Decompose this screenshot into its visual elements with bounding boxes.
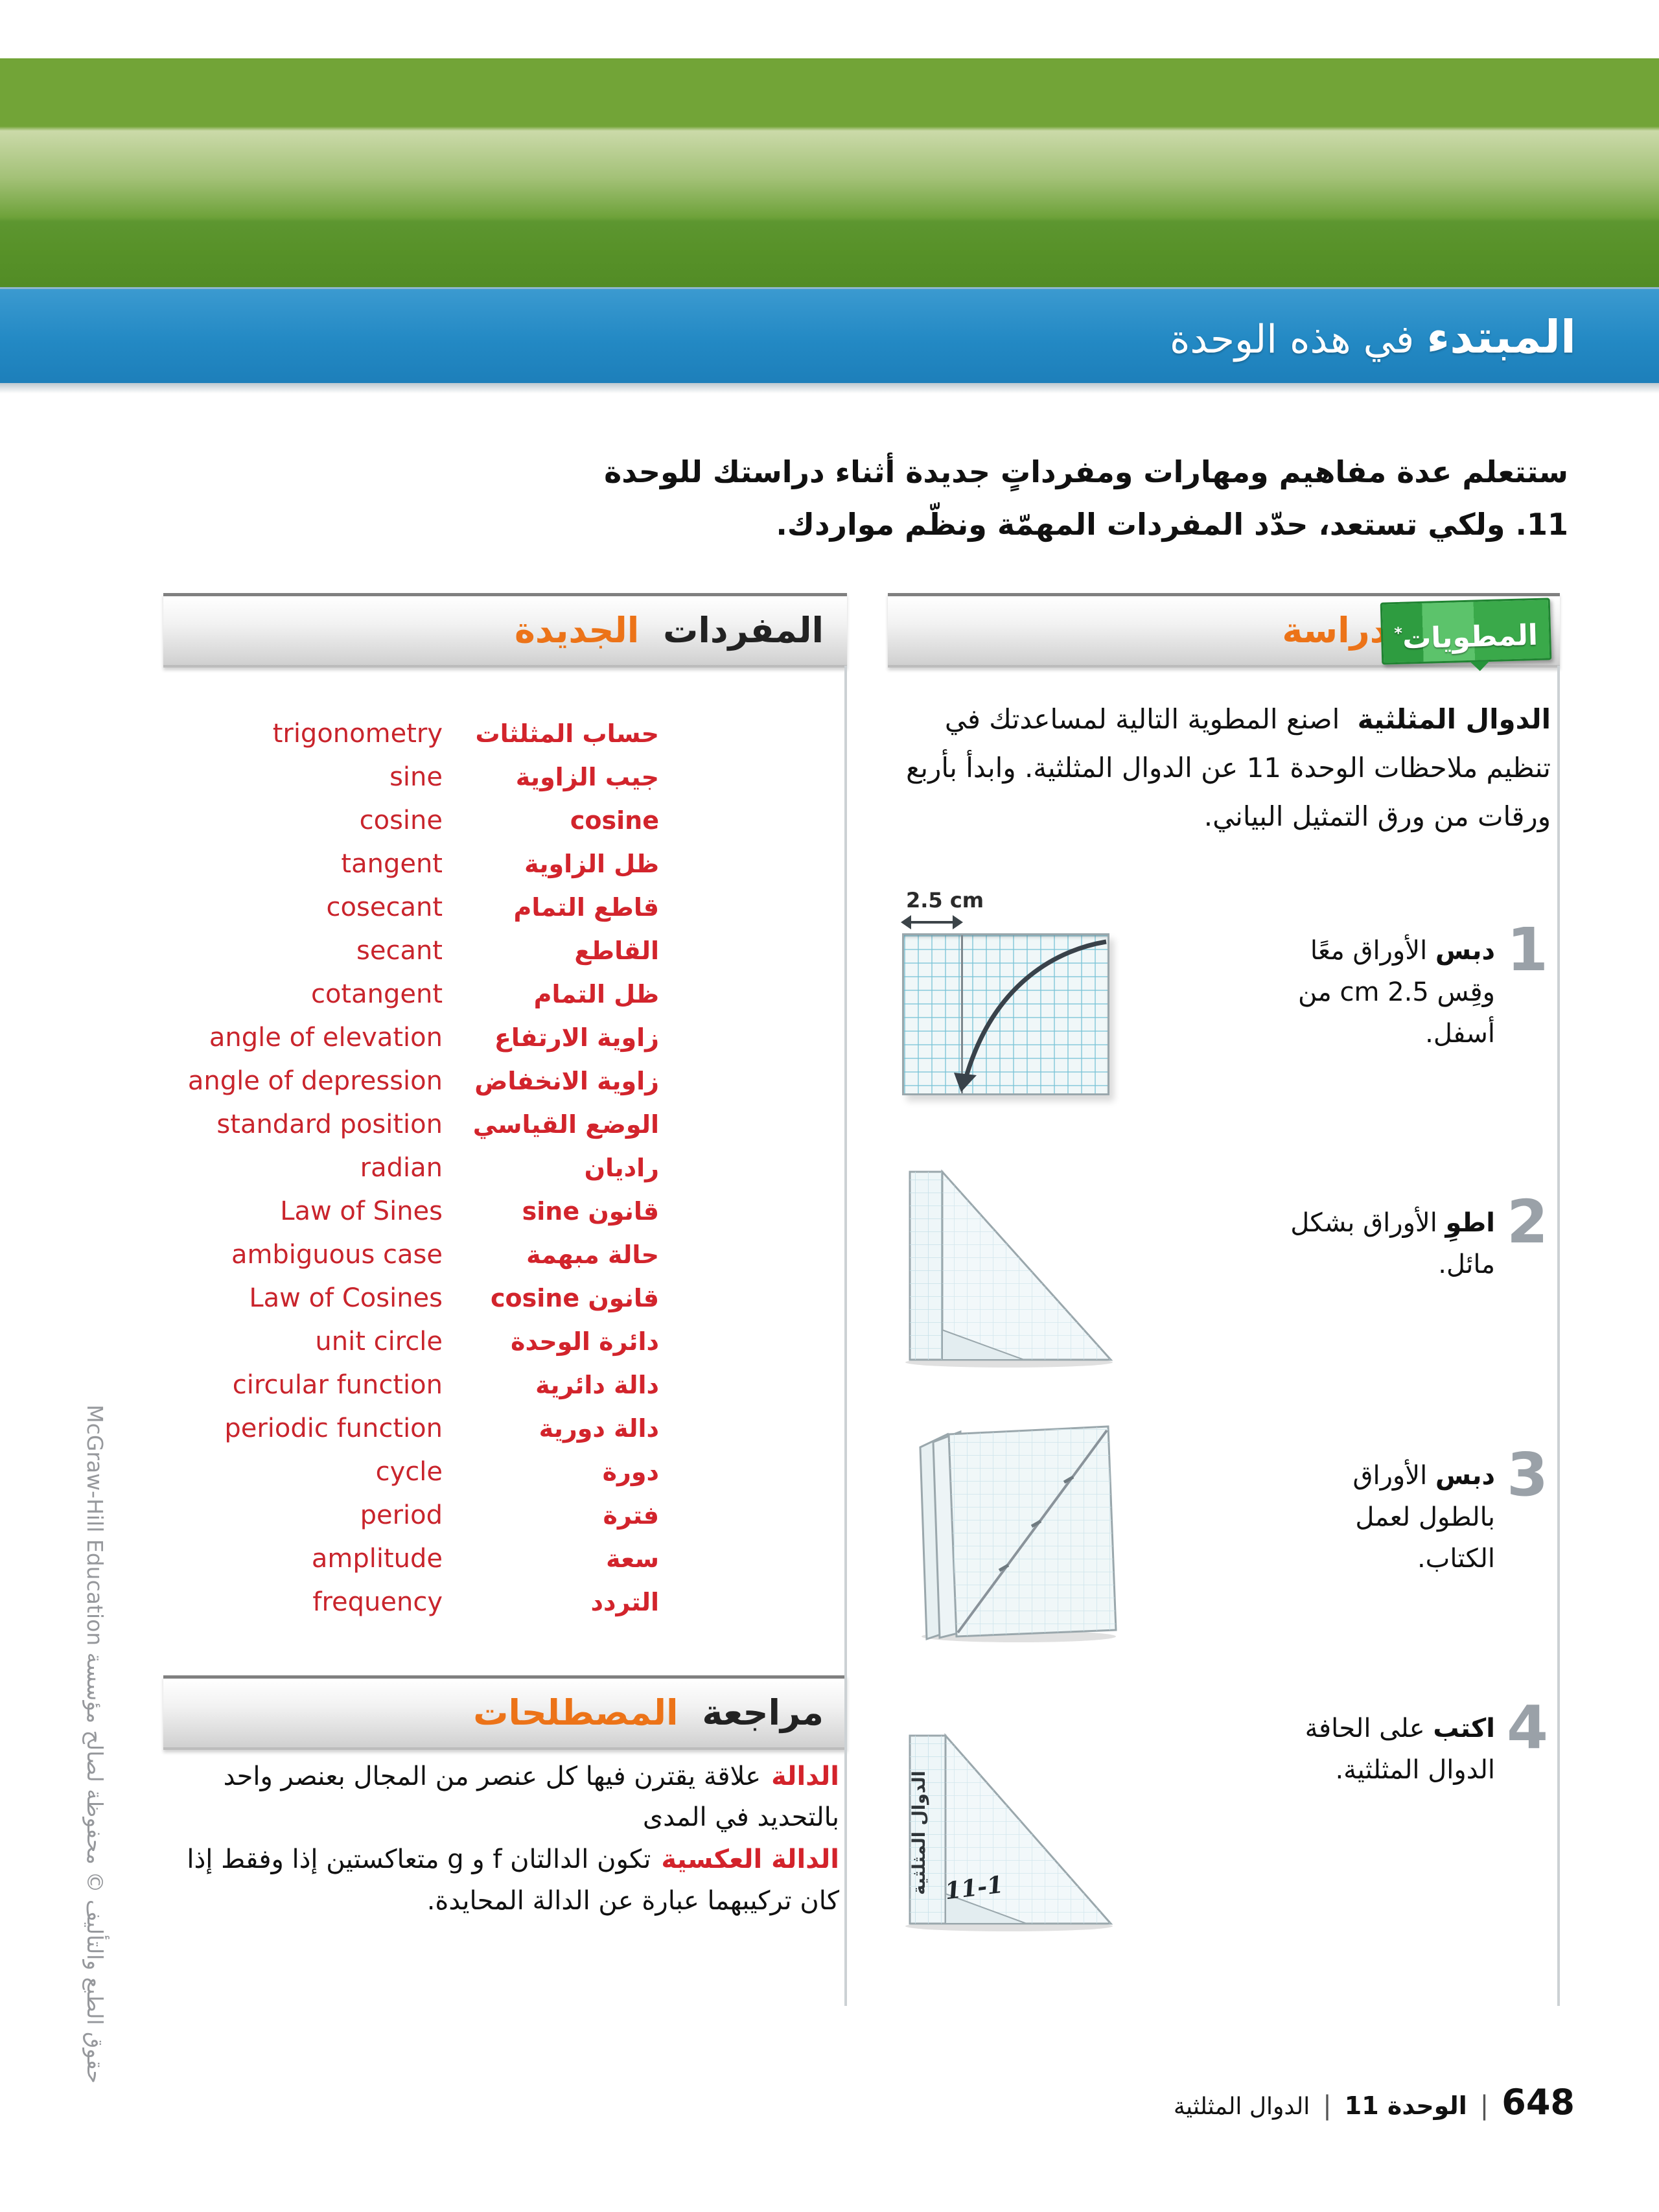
vocabulary-list: حساب المثلثات trigonometry جيب الزاوية sin… — [163, 712, 847, 1624]
study-organizer-header: منظّم الدراسة المطويات* — [888, 593, 1560, 668]
footer-separator: | — [1323, 2091, 1332, 2121]
foldables-tab-icon: المطويات* — [1380, 598, 1552, 665]
vocab-row: قاطع التمام cosecant — [326, 892, 659, 922]
page-number: 648 — [1502, 2082, 1575, 2123]
vocab-row: القاطع secant — [356, 935, 659, 966]
vocab-row: جيب الزاوية sine — [389, 762, 659, 792]
study-organizer-section: منظّم الدراسة المطويات* الدوال المثلثية … — [888, 593, 1560, 2012]
step-3-text: دبس الأوراق بالطول لعمل الكتاب. — [1352, 1461, 1495, 1574]
vocab-row: سعة amplitude — [311, 1543, 659, 1574]
dimension-label: 2.5 cm — [906, 888, 984, 913]
fold-line — [961, 935, 963, 1093]
study-organizer-intro: الدوال المثلثية اصنع المطوية التالية لمس… — [903, 695, 1551, 841]
page-footer: 648 | الوحدة 11 | الدوال المثلثية — [1174, 2082, 1575, 2123]
vocab-row: ظل الزاوية tangent — [341, 848, 659, 879]
study-organizer-lead: الدوال المثلثية — [1357, 703, 1551, 735]
review-entry: الدالةعلاقة يقترن فيها كل عنصر من المجال… — [223, 1762, 839, 1833]
vocab-row: زاوية الانخفاض angle of depression — [187, 1065, 659, 1096]
dimension-arrow-icon — [901, 914, 963, 931]
foldable-spine-label: الدوال المثلثية — [909, 1771, 929, 1895]
step-2-number: 2 — [1506, 1187, 1548, 1257]
review-definitions: الدالةعلاقة يقترن فيها كل عنصر من المجال… — [172, 1756, 839, 1922]
step-1-text: دبس الأوراق معًا وقِس 2.5 cm من أسفل. — [1297, 936, 1495, 1049]
page-intro: ستتعلم عدة مفاهيم ومهارات ومفرداتٍ جديدة… — [604, 454, 1568, 542]
copyright-sidebar: حقوق الطبع والتأليف © محفوظة لصالح مؤسسة… — [82, 1404, 108, 2084]
vocabulary-section: المفردات الجديدة حساب المثلثات trigonomet… — [163, 593, 847, 2012]
step-1-number: 1 — [1506, 915, 1548, 984]
vocab-row: cosine cosine — [359, 805, 659, 835]
footer-unit: الوحدة 11 — [1344, 2091, 1467, 2120]
step-4-labeled-foldable-image: الدوال المثلثية 11-1 — [902, 1730, 1122, 1938]
page-title-rest: في هذه الوحدة — [1169, 317, 1415, 362]
vocab-row: ظل التمام cotangent — [310, 979, 659, 1009]
footer-separator: | — [1479, 2091, 1489, 2121]
labeled-foldable-shape — [905, 1733, 1113, 1931]
vocab-row: فترة period — [360, 1500, 659, 1530]
vocab-row: دائرة الوحدة unit circle — [315, 1326, 659, 1356]
step-3-number: 3 — [1506, 1440, 1548, 1509]
vocabulary-header: المفردات الجديدة — [163, 593, 847, 668]
vocab-row: التردد frequency — [312, 1587, 659, 1617]
foldables-tab-label: المطويات* — [1393, 618, 1538, 656]
page-title-bold: المبتدء — [1426, 310, 1577, 364]
unit-title-bar: المبتدء في هذه الوحدة — [0, 287, 1659, 383]
step-3-stapled-book-image — [919, 1425, 1117, 1642]
review-header: مراجعة المصطلحات — [163, 1675, 847, 1750]
vocab-row: زاوية الارتفاع angle of elevation — [209, 1022, 659, 1053]
unit-banner — [0, 58, 1659, 287]
step-4-number: 4 — [1506, 1693, 1548, 1762]
title-bar-shadow — [0, 383, 1659, 393]
step-2-folded-triangle-image — [905, 1169, 1113, 1368]
review-title-orange: المصطلحات — [473, 1692, 679, 1733]
foldables-tab-asterisk: * — [1393, 623, 1403, 643]
vocabulary-title-orange: الجديدة — [515, 610, 640, 651]
vocabulary-title: المفردات الجديدة — [515, 596, 824, 665]
curve-arrow-icon — [954, 939, 1107, 1092]
vocab-row: دالة دائرية circular function — [232, 1369, 659, 1400]
review-title-black: مراجعة — [702, 1692, 824, 1733]
step-1-graph-paper-image: 2.5 cm — [901, 888, 1122, 1095]
vocab-row: حالة مبهمة ambiguous case — [231, 1239, 659, 1270]
footer-unit-title: الدوال المثلثية — [1173, 2093, 1310, 2120]
vocab-row: دورة cycle — [375, 1456, 659, 1487]
vocab-row: حساب المثلثات trigonometry — [272, 718, 659, 749]
vocab-row: راديان radian — [360, 1152, 659, 1183]
review-entry: الدالة العكسيةتكون الدالتان f و g متعاكس… — [187, 1845, 839, 1916]
vocab-row: الوضع القياسي standard position — [216, 1109, 659, 1139]
vocab-row: دالة دورية periodic function — [224, 1413, 659, 1443]
step-2-text: اطوِ الأوراق بشكل مائل. — [1290, 1208, 1495, 1279]
vocab-row: قانون sine Law of Sines — [280, 1196, 659, 1226]
vocab-row: قانون cosine Law of Cosines — [249, 1283, 659, 1313]
vocabulary-title-black: المفردات — [663, 610, 824, 651]
step-4-text: اكتب على الحافة الدوال المثلثية. — [1305, 1714, 1495, 1785]
study-organizer-intro-text: اصنع المطوية التالية لمساعدتك في تنظيم م… — [906, 703, 1551, 832]
review-title: مراجعة المصطلحات — [473, 1679, 824, 1747]
graph-paper — [902, 933, 1109, 1095]
page-title: المبتدء في هذه الوحدة — [1169, 289, 1577, 385]
